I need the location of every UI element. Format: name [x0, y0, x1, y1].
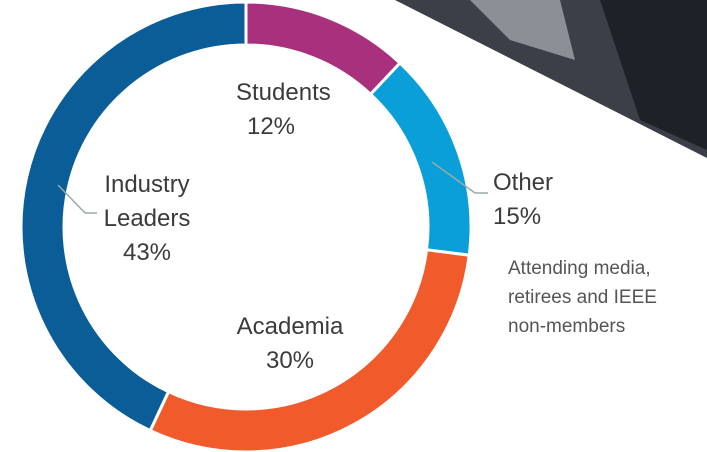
value-label: 12% — [236, 110, 306, 144]
category-name: Students — [236, 76, 306, 110]
category-name: Other — [493, 166, 613, 200]
category-name: Academia — [190, 310, 390, 344]
page: Students12% Other15% Academia30% Industry L… — [0, 0, 707, 452]
category-name: Industry Leaders — [97, 168, 197, 236]
donut-segment — [371, 63, 471, 255]
value-label: 30% — [190, 344, 390, 378]
value-label: 43% — [97, 236, 197, 270]
value-label: 15% — [493, 200, 613, 234]
note: Attending media, retirees and IEEE non-m… — [508, 254, 698, 341]
